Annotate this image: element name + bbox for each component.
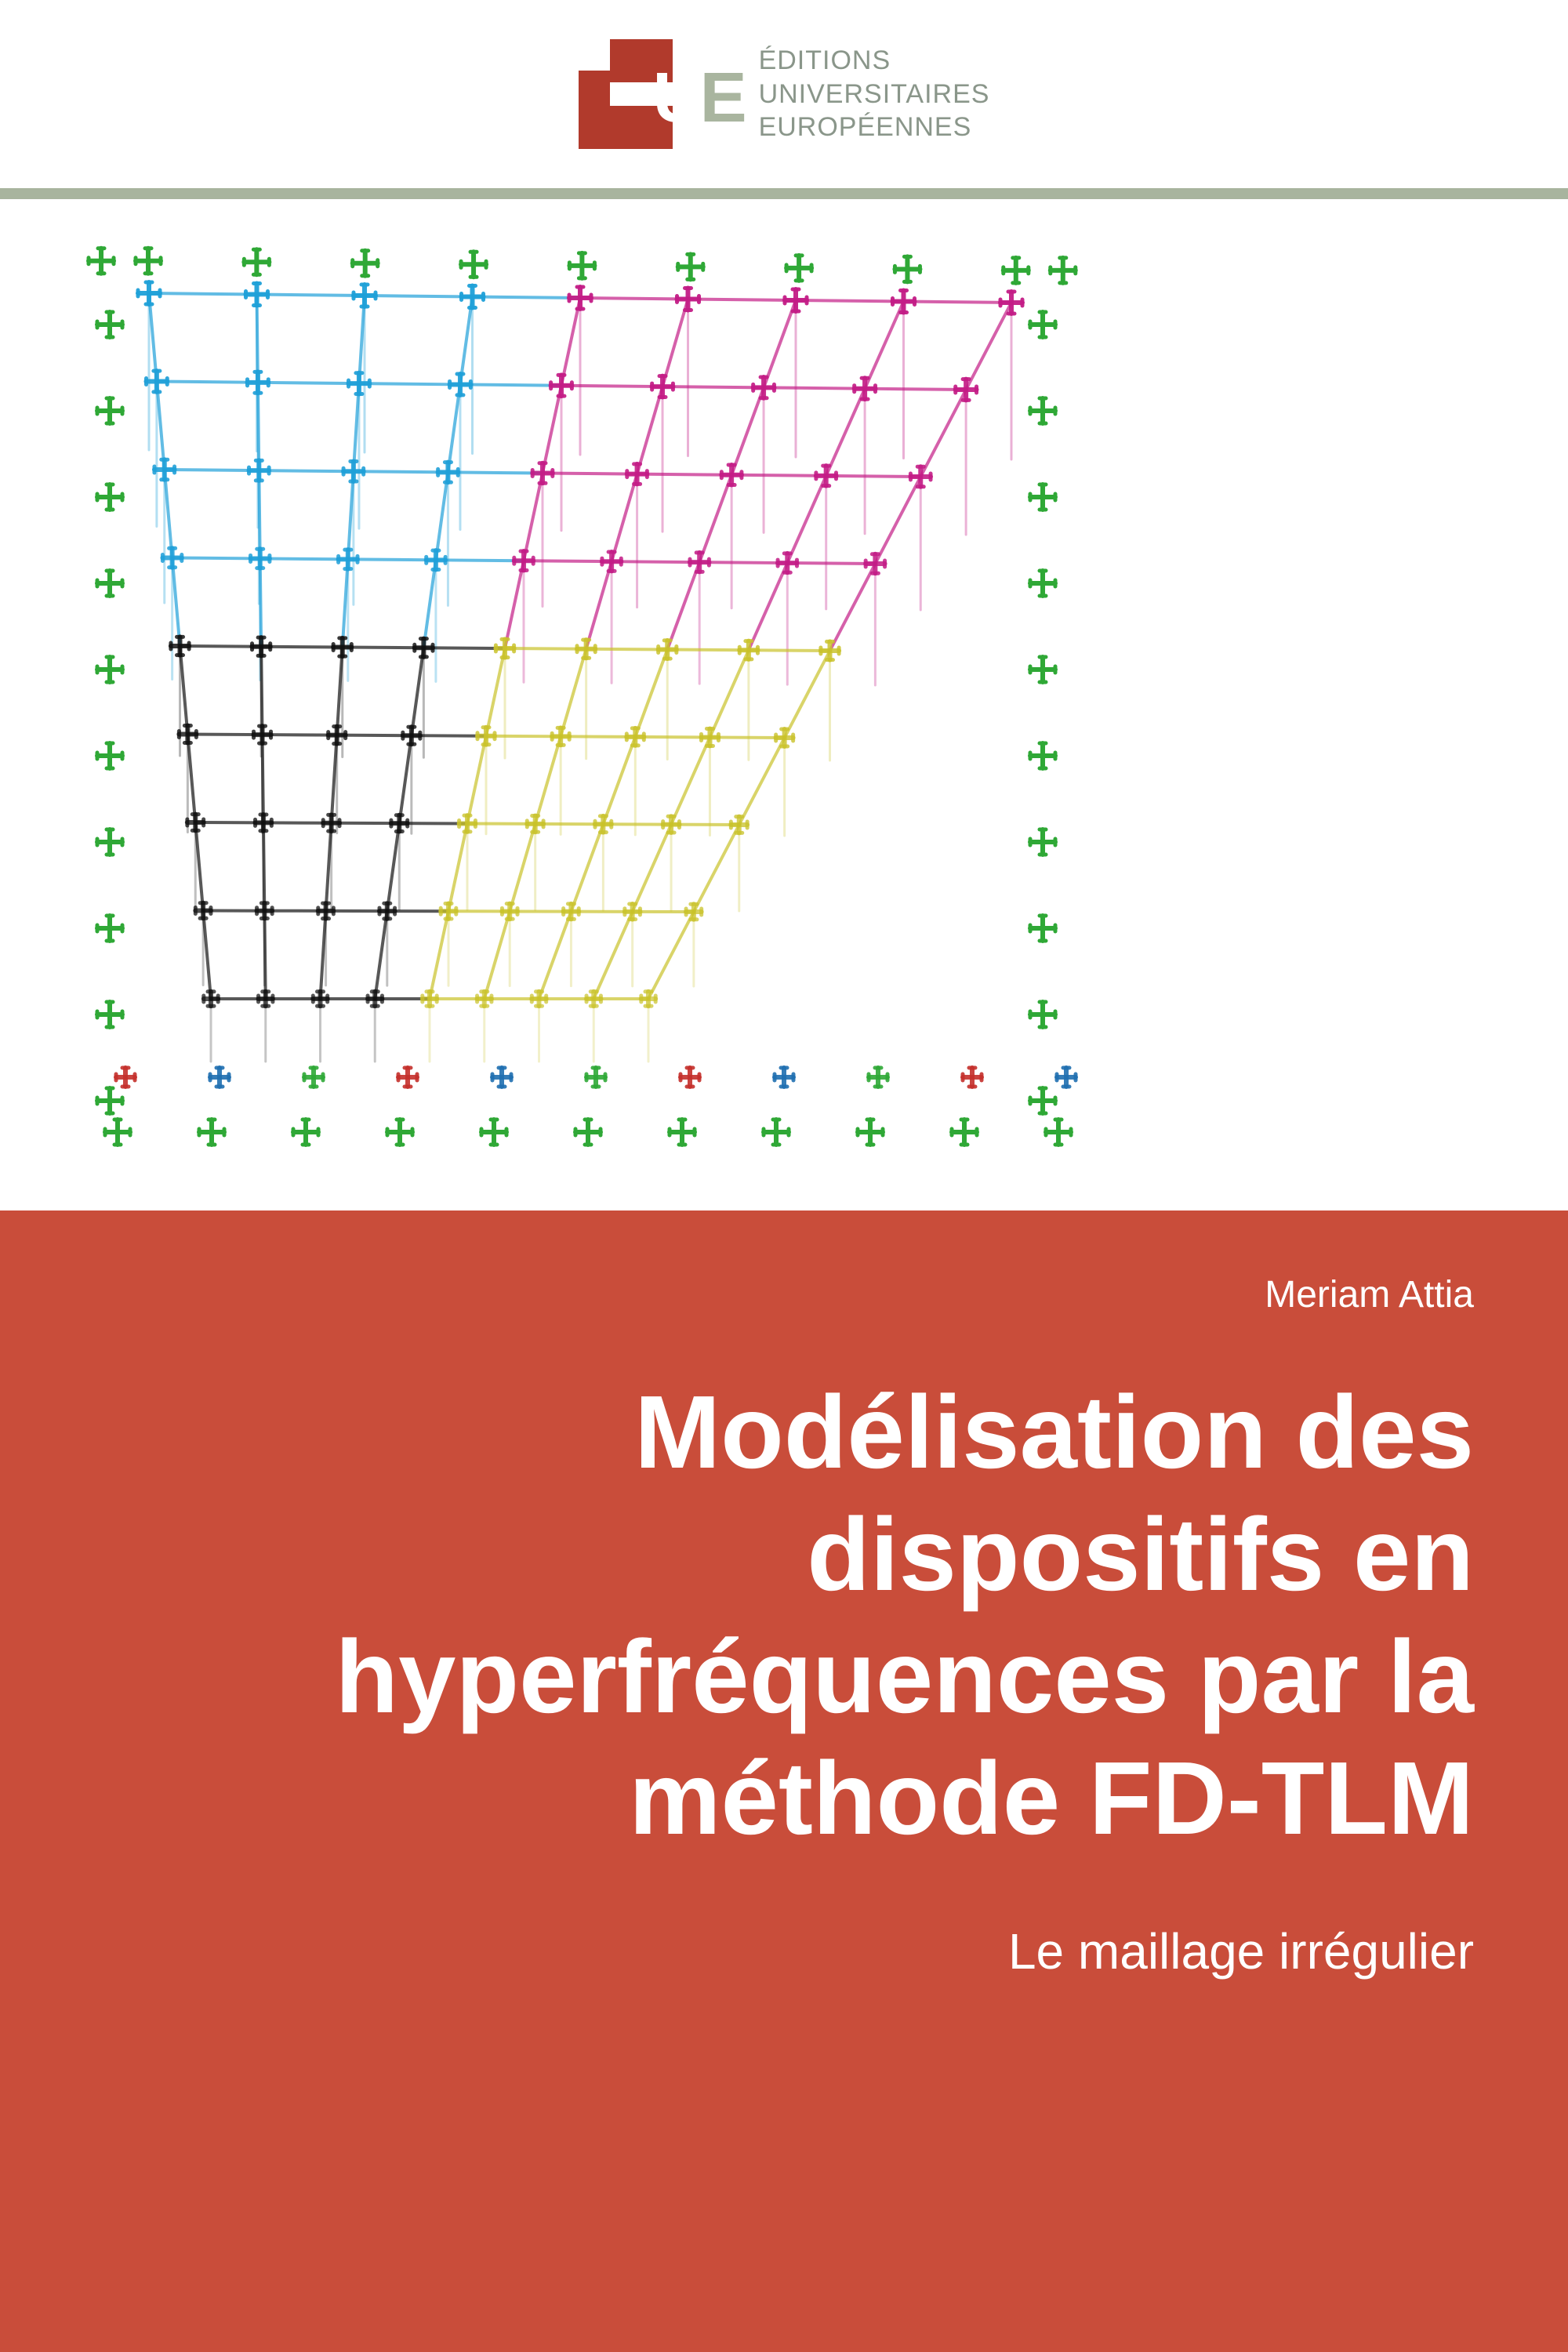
- header-rule: [0, 188, 1568, 199]
- author-name: Meriam Attia: [1265, 1273, 1474, 1316]
- publisher-header: U E ÉDITIONS UNIVERSITAIRES EUROPÉENNES: [0, 0, 1568, 188]
- book-title: Modélisation des dispositifs en hyperfré…: [94, 1371, 1474, 1860]
- title-panel: Meriam Attia Modélisation des dispositif…: [0, 1210, 1568, 2352]
- publisher-line2: UNIVERSITAIRES: [759, 78, 990, 111]
- publisher-name: ÉDITIONS UNIVERSITAIRES EUROPÉENNES: [759, 44, 990, 144]
- publisher-line1: ÉDITIONS: [759, 44, 990, 78]
- lattice-mesh-svg: [55, 230, 1090, 1187]
- book-subtitle: Le maillage irrégulier: [1008, 1922, 1474, 1980]
- publisher-line3: EUROPÉENNES: [759, 111, 990, 144]
- book-cover: U E ÉDITIONS UNIVERSITAIRES EUROPÉENNES …: [0, 0, 1568, 2352]
- cover-illustration: [0, 199, 1568, 1210]
- publisher-logo: U E: [579, 39, 735, 149]
